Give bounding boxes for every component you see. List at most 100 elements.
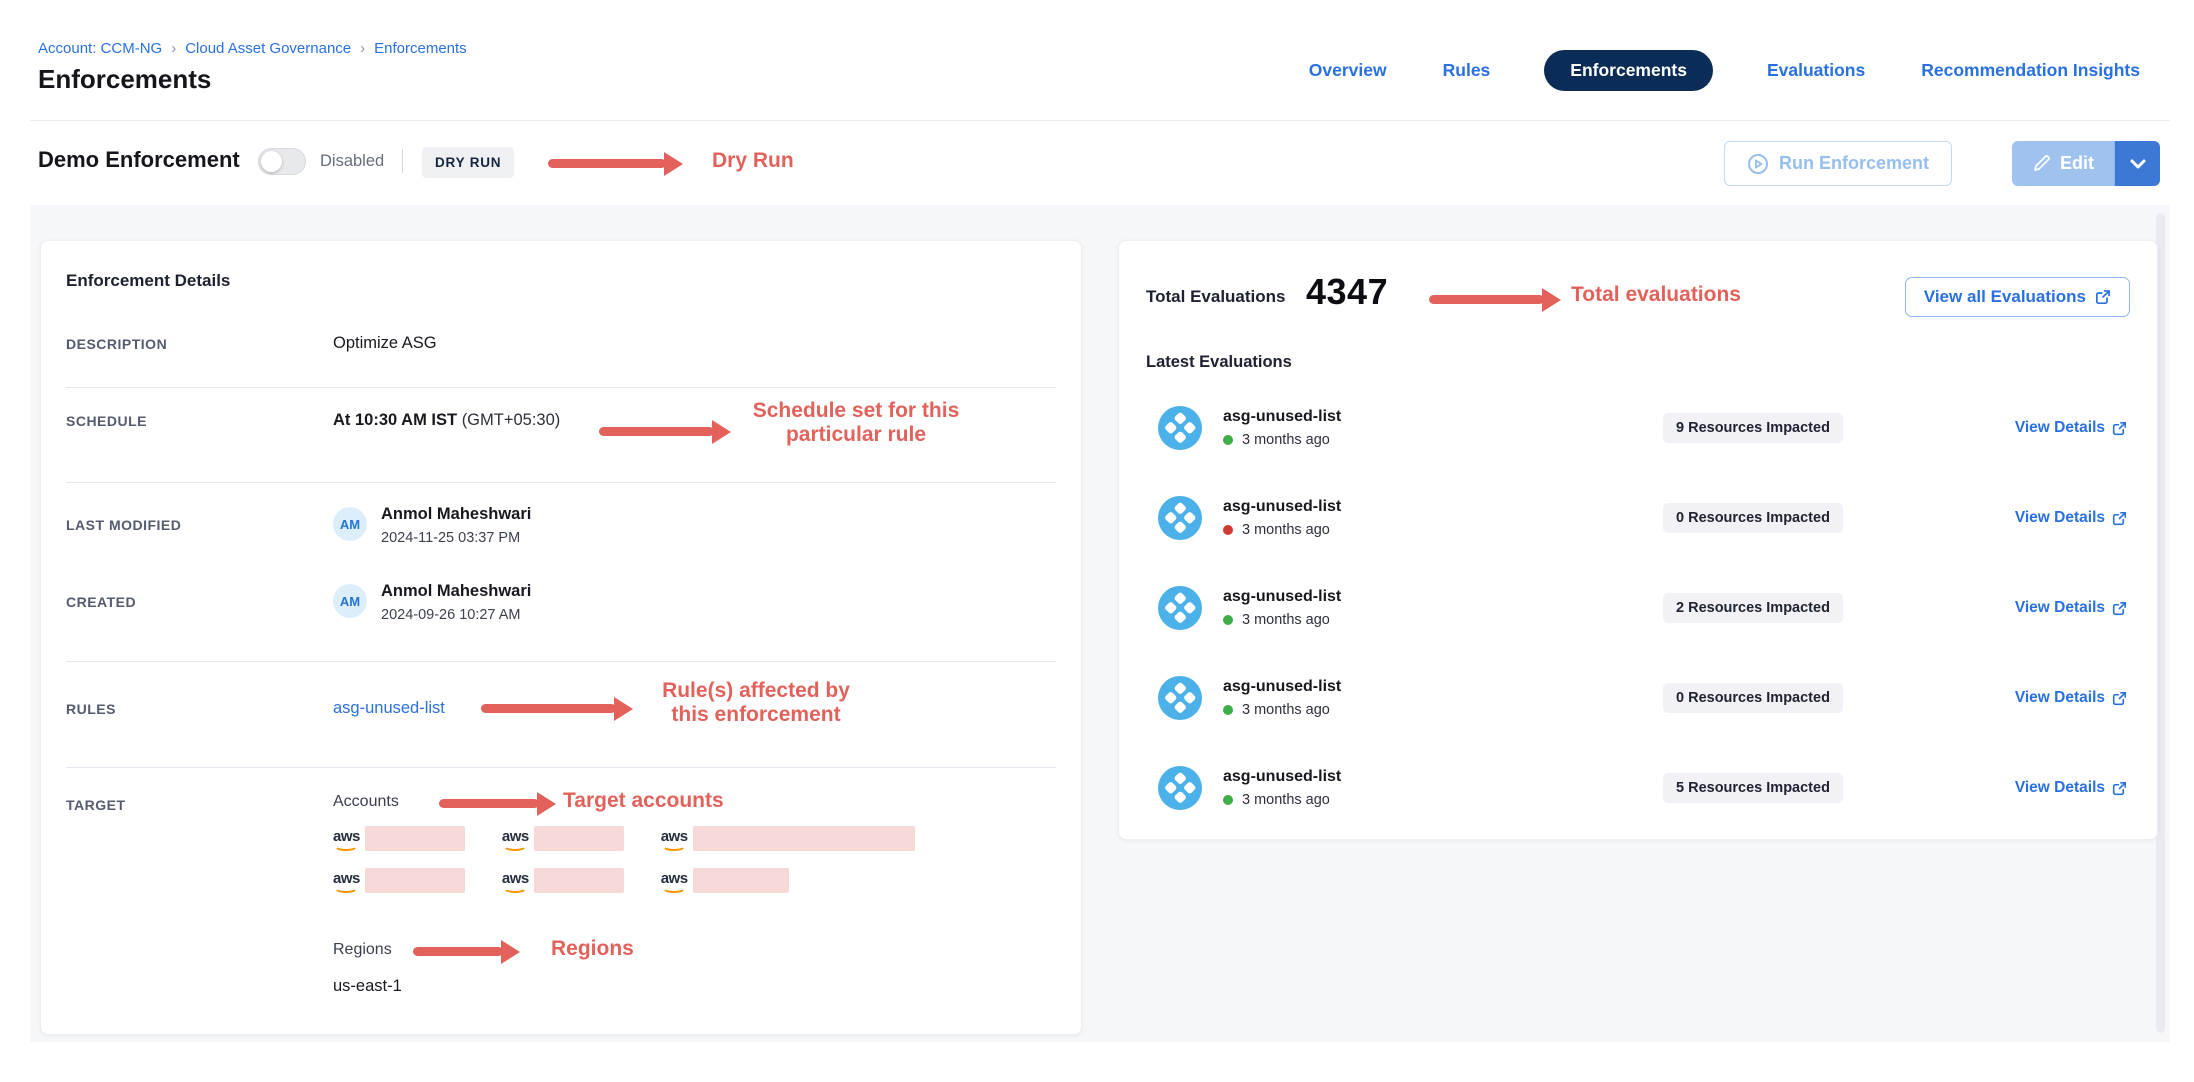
edit-button[interactable]: Edit <box>2012 141 2114 186</box>
governance-rule-icon <box>1158 766 1202 810</box>
evaluation-row: asg-unused-list 3 months ago 2 Resources… <box>1119 563 2157 653</box>
chevron-down-icon <box>2130 159 2145 168</box>
last-modified-label: LAST MODIFIED <box>66 517 182 533</box>
pencil-icon <box>2034 155 2050 171</box>
status-dot <box>1223 795 1233 805</box>
aws-account: aws <box>661 868 789 893</box>
content-area: Enforcement Details DESCRIPTION Optimize… <box>30 205 2170 1042</box>
aws-logo: aws <box>661 829 688 851</box>
nav-tab[interactable]: Evaluations <box>1765 50 1867 91</box>
aws-accounts-row: aws aws aws <box>333 868 789 893</box>
toggle-state-label: Disabled <box>320 152 385 170</box>
evaluation-time: 3 months ago <box>1242 522 1330 538</box>
modified-by-name: Anmol Maheshwari <box>381 505 532 523</box>
divider <box>66 482 1056 483</box>
external-link-icon <box>2095 290 2110 305</box>
aws-logo: aws <box>502 871 529 893</box>
resources-impacted-badge: 0 Resources Impacted <box>1663 683 1843 713</box>
nav-tab[interactable]: Enforcements <box>1544 50 1713 91</box>
aws-account: aws <box>502 826 624 851</box>
schedule-value: At 10:30 AM IST (GMT+05:30) <box>333 411 561 429</box>
resources-impacted-badge: 2 Resources Impacted <box>1663 593 1843 623</box>
nav-tab[interactable]: Overview <box>1307 50 1389 91</box>
impact-cell: 2 Resources Impacted <box>1663 593 1993 623</box>
evaluation-name-block: asg-unused-list 3 months ago <box>1223 498 1663 538</box>
aws-smile-icon <box>334 883 359 893</box>
vertical-scrollbar[interactable] <box>2156 213 2165 1033</box>
aws-logo: aws <box>502 829 529 851</box>
aws-smile-icon <box>662 841 687 851</box>
status-dot <box>1223 525 1233 535</box>
annotation-accounts: Target accounts <box>563 789 724 812</box>
external-link-icon <box>2112 601 2126 615</box>
rule-link[interactable]: asg-unused-list <box>333 699 445 717</box>
regions-subheading: Regions <box>333 941 392 958</box>
breadcrumb-link[interactable]: Account: CCM-NG <box>38 40 163 57</box>
aws-smile-icon <box>662 883 687 893</box>
evaluation-name-block: asg-unused-list 3 months ago <box>1223 588 1663 628</box>
annotation-dry-run: Dry Run <box>712 149 794 172</box>
evaluation-time: 3 months ago <box>1242 792 1330 808</box>
run-enforcement-button[interactable]: Run Enforcement <box>1724 141 1953 186</box>
evaluation-row: asg-unused-list 3 months ago 9 Resources… <box>1119 383 2157 473</box>
resources-impacted-badge: 0 Resources Impacted <box>1663 503 1843 533</box>
nav-tab[interactable]: Recommendation Insights <box>1919 50 2142 91</box>
resources-impacted-badge: 9 Resources Impacted <box>1663 413 1843 443</box>
aws-account: aws <box>333 826 465 851</box>
created-label: CREATED <box>66 594 137 610</box>
page-header: Account: CCM-NG › Cloud Asset Governance… <box>30 28 2170 121</box>
avatar: AM <box>333 507 367 541</box>
aws-logo: aws <box>661 871 688 893</box>
evaluation-name-block: asg-unused-list 3 months ago <box>1223 768 1663 808</box>
status-dot <box>1223 705 1233 715</box>
aws-account: aws <box>661 826 915 851</box>
aws-smile-icon <box>503 841 528 851</box>
view-all-evaluations-button[interactable]: View all Evaluations <box>1904 277 2130 317</box>
view-details-link[interactable]: View Details <box>2015 599 2127 617</box>
resources-impacted-badge: 5 Resources Impacted <box>1663 773 1843 803</box>
view-details-link[interactable]: View Details <box>2015 509 2127 527</box>
aws-account: aws <box>333 868 465 893</box>
annotation-arrow <box>599 427 714 436</box>
schedule-label: SCHEDULE <box>66 413 148 429</box>
governance-rule-icon <box>1158 406 1202 450</box>
external-link-icon <box>2112 421 2126 435</box>
evaluation-row: asg-unused-list 3 months ago 0 Resources… <box>1119 473 2157 563</box>
evaluation-rule-name: asg-unused-list <box>1223 768 1342 785</box>
evaluation-status: 3 months ago <box>1223 432 1663 448</box>
breadcrumb: Account: CCM-NG › Cloud Asset Governance… <box>38 40 467 57</box>
edit-dropdown-button[interactable] <box>2114 141 2160 186</box>
evaluation-row: asg-unused-list 3 months ago 5 Resources… <box>1119 743 2157 833</box>
evaluation-name-block: asg-unused-list 3 months ago <box>1223 408 1663 448</box>
dry-run-badge: DRY RUN <box>422 147 515 178</box>
top-nav-tabs: Overview Rules Enforcements Evaluations … <box>1307 50 2142 91</box>
view-details-link[interactable]: View Details <box>2015 779 2127 797</box>
view-details-link[interactable]: View Details <box>2015 419 2127 437</box>
annotation-regions: Regions <box>551 937 634 960</box>
governance-rule-icon <box>1158 496 1202 540</box>
evaluation-status: 3 months ago <box>1223 522 1663 538</box>
evaluations-card: Total Evaluations 4347 Total evaluations… <box>1118 240 2158 840</box>
page-title: Enforcements <box>38 64 212 94</box>
evaluation-status: 3 months ago <box>1223 792 1663 808</box>
breadcrumb-link[interactable]: Enforcements <box>374 40 467 57</box>
created-by-name: Anmol Maheshwari <box>381 582 532 600</box>
evaluation-rule-name: asg-unused-list <box>1223 498 1342 515</box>
nav-tab[interactable]: Rules <box>1441 50 1493 91</box>
play-circle-icon <box>1748 153 1768 174</box>
status-dot <box>1223 435 1233 445</box>
enabled-toggle[interactable] <box>258 148 306 175</box>
enforcement-toolbar: Demo Enforcement Disabled DRY RUN Dry Ru… <box>30 121 2170 205</box>
toggle-knob <box>261 151 282 172</box>
external-link-icon <box>2112 691 2126 705</box>
annotation-rules: Rule(s) affected by this enforcement <box>662 679 850 726</box>
external-link-icon <box>2112 511 2126 525</box>
breadcrumb-link[interactable]: Cloud Asset Governance <box>185 40 352 57</box>
enforcement-details-card: Enforcement Details DESCRIPTION Optimize… <box>40 240 1082 1035</box>
impact-cell: 0 Resources Impacted <box>1663 503 1993 533</box>
view-details-link[interactable]: View Details <box>2015 689 2127 707</box>
status-dot <box>1223 615 1233 625</box>
redacted-account-id <box>533 826 624 851</box>
impact-cell: 0 Resources Impacted <box>1663 683 1993 713</box>
redacted-account-id <box>533 868 624 893</box>
